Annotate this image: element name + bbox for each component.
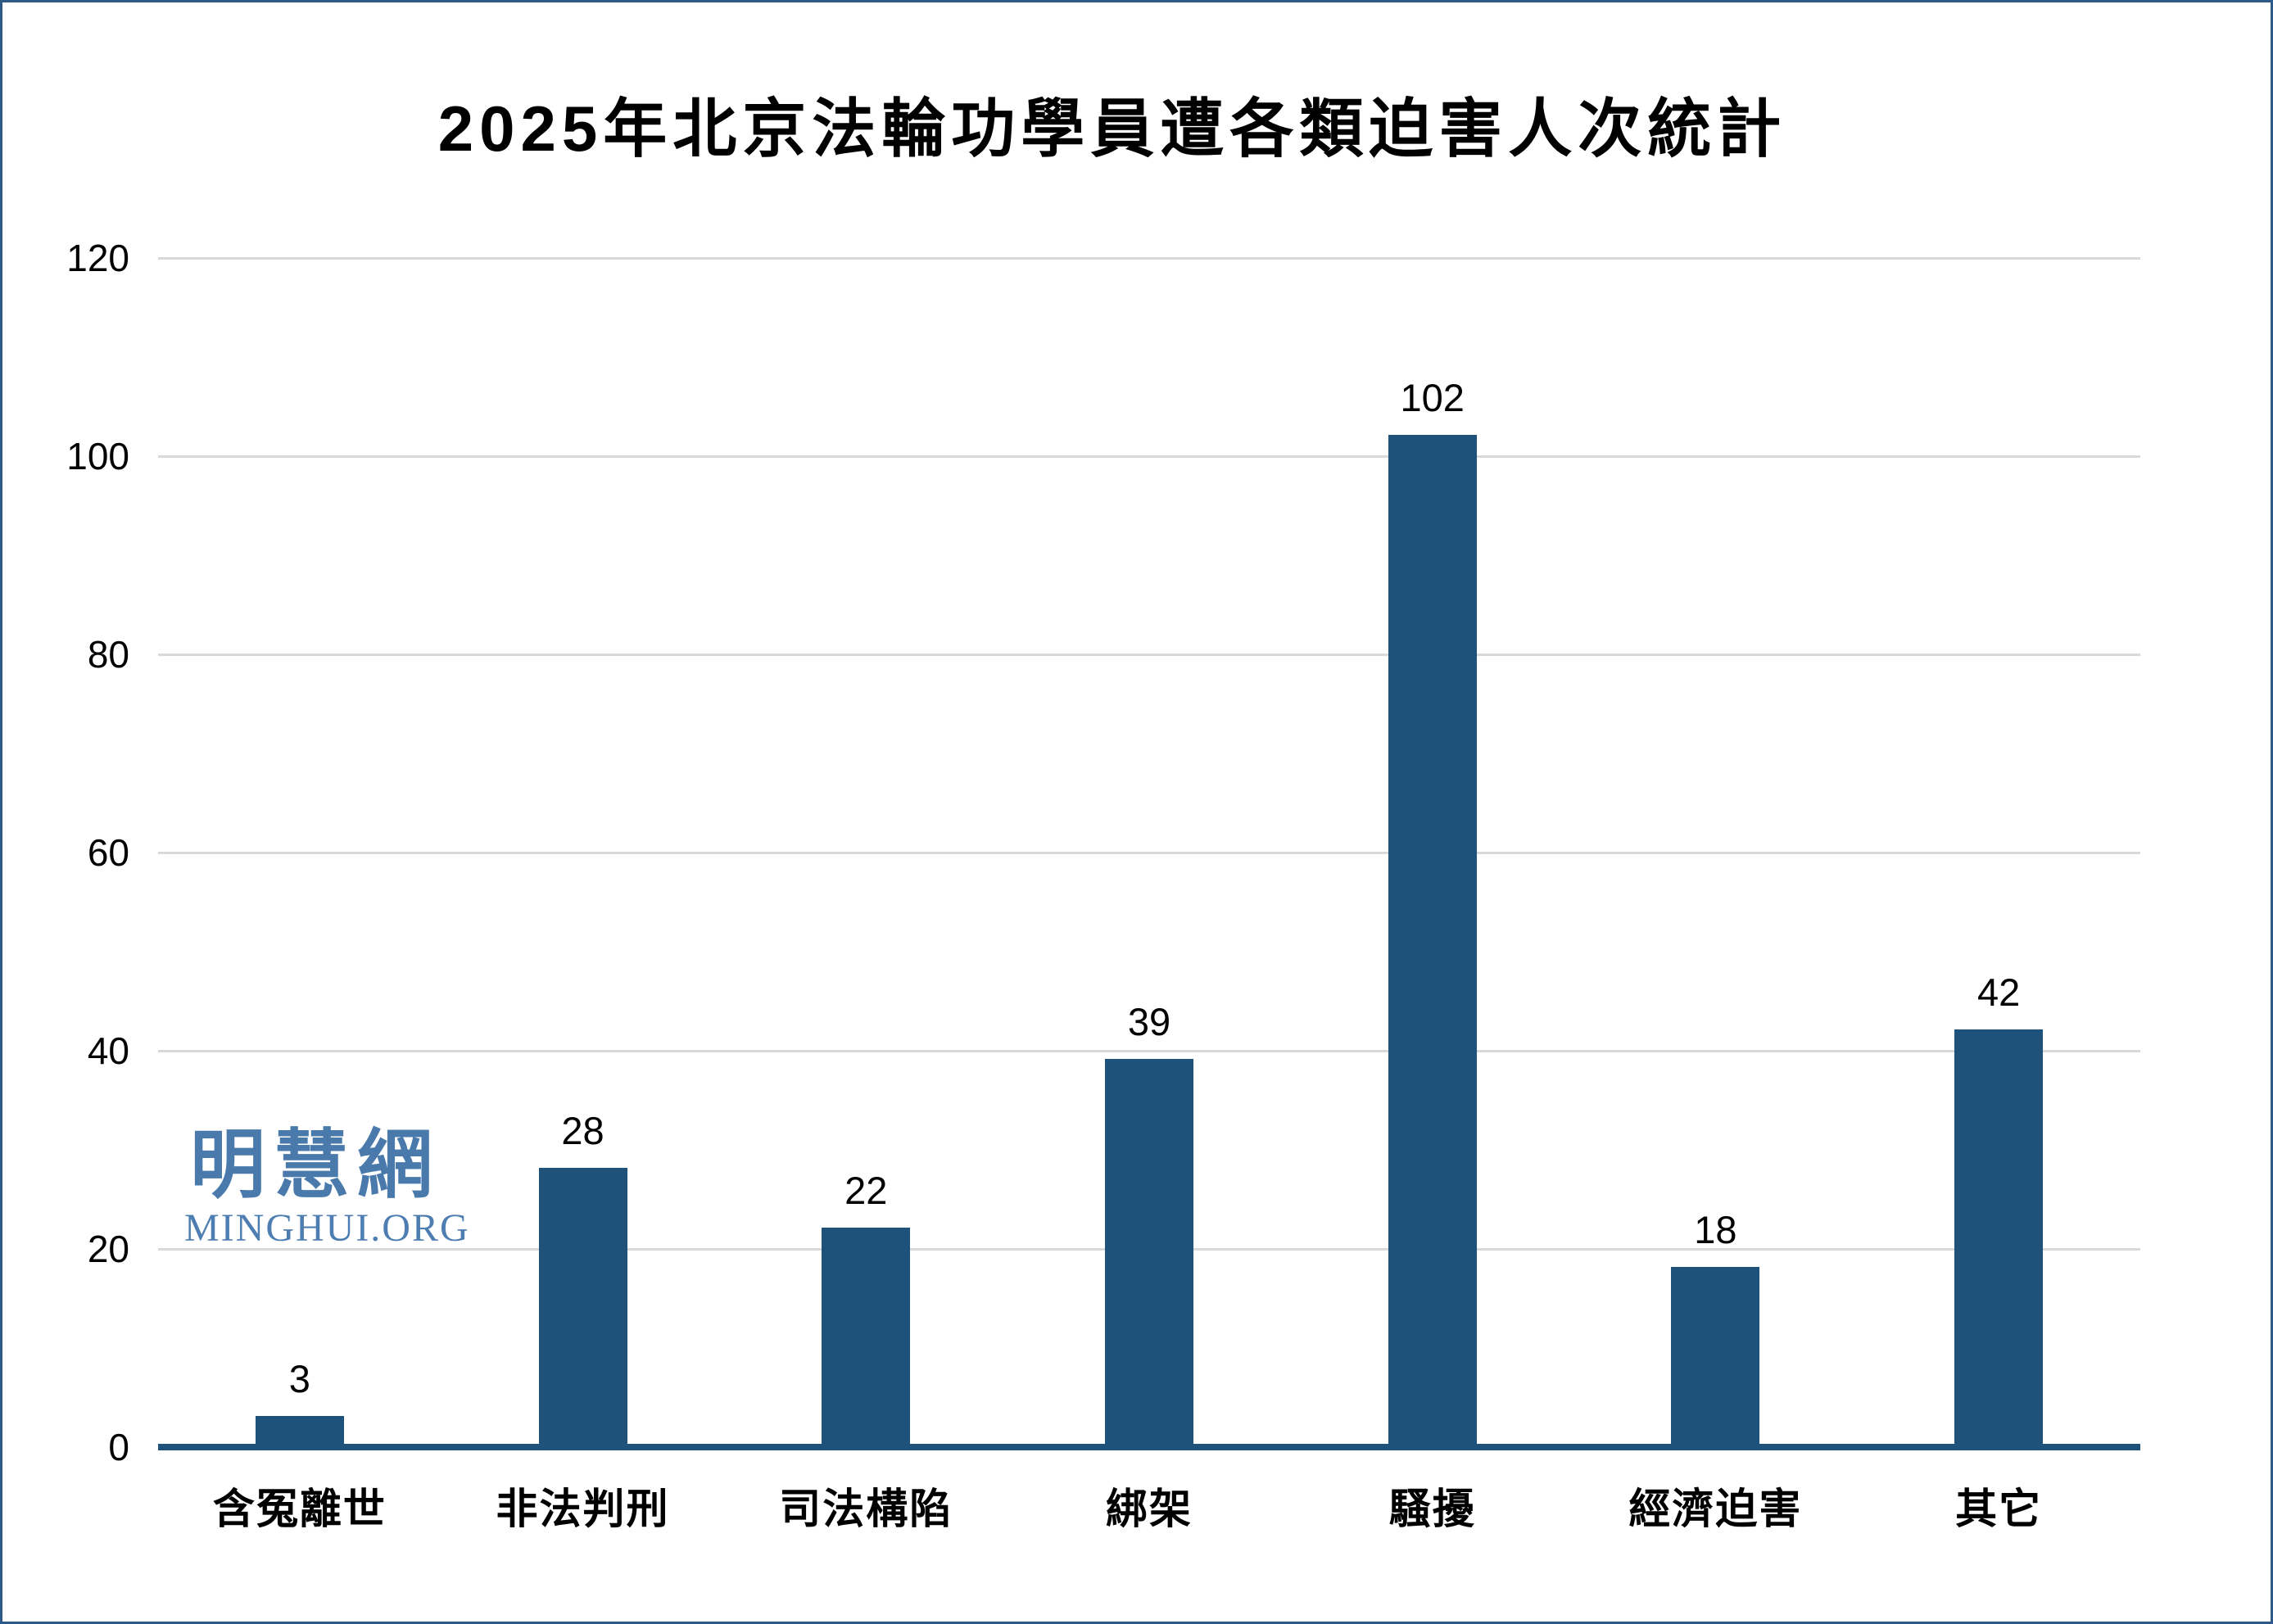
bar-其它 [1954,1029,2044,1445]
bar-value-label: 39 [1127,1000,1171,1044]
chart-title: 2025年北京法輪功學員遭各類迫害人次統計 [437,93,1787,165]
bar-value-label: 18 [1694,1208,1737,1252]
y-tick-label-40: 40 [87,1029,129,1072]
x-category-label-司法構陷: 司法構陷 [779,1486,953,1532]
bar-騷擾 [1388,434,1477,1445]
x-category-label-經濟迫害: 經濟迫害 [1628,1486,1803,1532]
plot-area: 3 28 22 39 102 18 42 [158,257,2140,1450]
bar-經濟迫害 [1671,1267,1760,1445]
y-tick-label-120: 120 [66,237,129,279]
y-tick-label-100: 100 [66,435,129,477]
x-category-label-含冤離世: 含冤離世 [212,1486,387,1532]
bar-value-label: 28 [561,1109,604,1153]
bar-value-label: 22 [844,1168,888,1212]
bar-非法判刑 [538,1168,627,1445]
y-tick-label-20: 20 [87,1228,129,1270]
x-axis-line [158,1444,2140,1450]
y-tick-label-0: 0 [108,1426,129,1468]
gridline-100 [158,455,2140,458]
bar-value-label: 42 [1977,970,2021,1014]
gridline-80 [158,654,2140,656]
gridline-60 [158,852,2140,854]
bar-司法構陷 [822,1227,911,1445]
x-category-label-騷擾: 騷擾 [1388,1486,1476,1532]
gridline-120 [158,257,2140,260]
bar-value-label: 102 [1400,375,1465,419]
bar-綁架 [1105,1059,1193,1445]
y-tick-label-80: 80 [87,633,129,676]
x-category-label-其它: 其它 [1955,1486,2043,1532]
bar-含冤離世 [255,1415,344,1445]
bar-value-label: 3 [288,1356,310,1400]
y-tick-label-60: 60 [87,831,129,874]
gridline-40 [158,1050,2140,1052]
x-category-label-非法判刑: 非法判刑 [496,1486,670,1532]
x-category-label-綁架: 綁架 [1105,1486,1193,1532]
